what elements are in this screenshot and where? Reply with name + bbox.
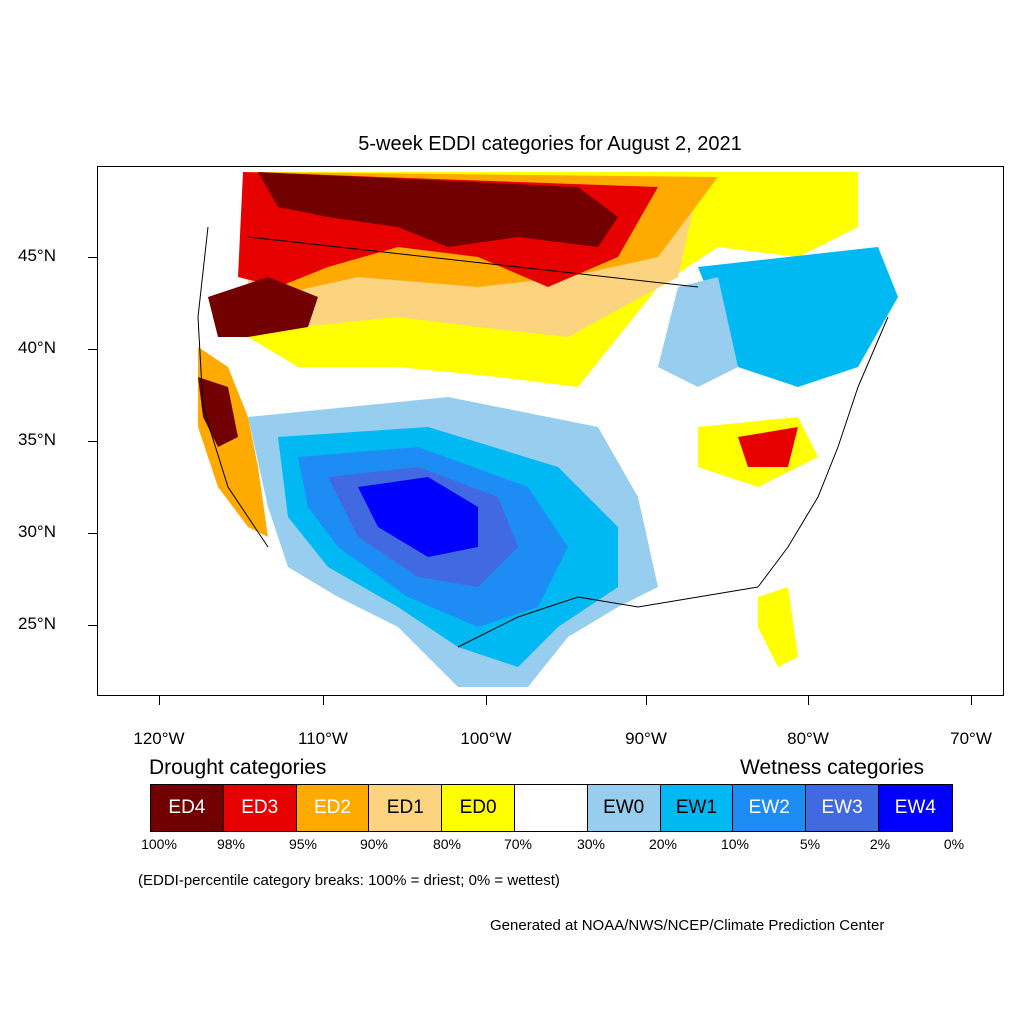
lat-tick-label: 45°N [18,246,56,265]
percent-break-label: 80% [432,836,462,852]
legend-color-bar: ED4 ED3 ED2 ED1 ED0 EW0 EW1 EW2 EW3 EW4 [150,784,953,832]
lat-tick-label: 40°N [18,338,56,357]
lon-tick-label: 110°W [298,729,348,748]
region-ew1-northeast [698,247,898,387]
lat-tick-mark [88,257,97,258]
credit-line: Generated at NOAA/NWS/NCEP/Climate Predi… [490,917,885,934]
lon-tick-label: 70°W [950,729,992,748]
legend-swatch: EW1 [660,785,734,831]
legend-swatch: EW0 [587,785,661,831]
legend-swatch: EW3 [806,785,879,831]
lat-tick-mark [88,625,97,626]
percent-break-label: 2% [869,836,891,852]
lon-tick-mark [159,696,160,705]
legend-swatch: EW4 [878,785,952,831]
region-ed3-southeast [738,427,798,467]
category-note: (EDDI-percentile category breaks: 100% =… [138,872,560,889]
percent-break-label: 0% [943,836,965,852]
legend-swatch: ED3 [223,785,297,831]
legend-swatch [514,785,588,831]
region-ed4-north [258,172,618,247]
us-canada-border [247,236,699,288]
gulf-coast [457,586,759,648]
legend-swatch: ED2 [296,785,370,831]
drought-heading: Drought categories [149,756,327,779]
region-ed0-florida [758,587,798,667]
wetness-heading: Wetness categories [740,756,925,779]
percent-break-label: 5% [799,836,821,852]
region-ew0-northeast [658,277,738,387]
atlantic-coast [757,316,889,588]
legend-swatch: ED0 [442,785,515,831]
lon-tick-mark [646,696,647,705]
lon-tick-label: 100°W [460,729,512,748]
percent-break-label: 10% [720,836,750,852]
lon-tick-mark [971,696,972,705]
percent-break-label: 95% [288,836,318,852]
eddi-map-canvas [197,172,898,687]
percent-break-label: 30% [576,836,606,852]
lat-tick-label: 35°N [18,430,56,449]
percent-break-label: 20% [648,836,678,852]
lat-tick-label: 30°N [18,522,56,541]
lon-tick-label: 80°W [787,729,829,748]
percent-break-label: 98% [216,836,246,852]
legend-swatch: EW2 [733,785,807,831]
lat-tick-mark [88,533,97,534]
percent-break-label: 90% [359,836,389,852]
lon-tick-mark [323,696,324,705]
lon-tick-mark [808,696,809,705]
lon-tick-label: 90°W [625,729,667,748]
eddi-map [97,166,1004,696]
lat-tick-label: 25°N [18,614,56,633]
lat-tick-mark [88,441,97,442]
pacific-coast [197,226,269,548]
lon-tick-label: 120°W [133,729,185,748]
lat-tick-mark [88,349,97,350]
percent-break-label: 100% [141,836,177,852]
lon-tick-mark [486,696,487,705]
percent-break-label: 70% [503,836,533,852]
legend-swatch: ED4 [151,785,224,831]
region-ew4-south [358,477,478,557]
legend-swatch: ED1 [369,785,443,831]
region-ed4-ca [198,377,238,447]
map-title: 5-week EDDI categories for August 2, 202… [358,133,742,155]
region-ed4-pnw [208,277,318,337]
